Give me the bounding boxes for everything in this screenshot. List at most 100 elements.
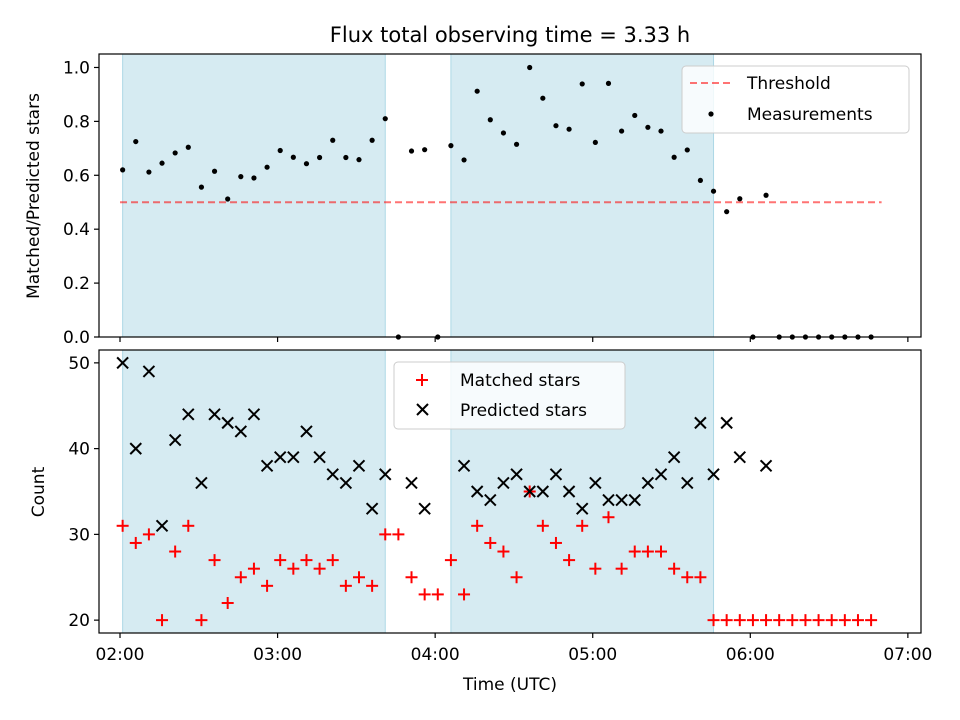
predicted-point [313,450,326,464]
measurement-point [251,175,257,181]
y-tick-label: 50 [68,354,90,374]
measurement-point [172,150,178,156]
measurement-point [422,147,428,153]
matched-point [536,519,549,532]
measurement-point [448,143,454,149]
measurement-point [619,128,625,134]
bottom-matched-points [116,485,878,627]
predicted-point [234,425,248,438]
measurement-point [540,95,546,101]
measurement-point [632,112,638,119]
predicted-point [182,408,195,421]
measurement-point [133,138,139,145]
measurement-point [146,169,152,175]
x-tick-label: 05:00 [568,645,617,665]
top-panel: Flux total observing time = 3.33 h 0.0 0.… [24,23,922,348]
matched-point [156,614,169,627]
predicted-point [667,450,681,464]
measurement-point [763,192,769,198]
predicted-point [733,450,746,464]
predicted-point [195,476,208,490]
matched-point [760,614,773,627]
measurement-point [277,147,283,154]
x-tick-label: 07:00 [883,645,932,665]
measurement-point [605,80,612,86]
measurement-point [369,137,375,143]
measurement-point [579,81,585,87]
matched-point [720,614,733,627]
predicted-point [457,459,471,472]
predicted-point [654,468,668,481]
matched-point [812,614,825,627]
predicted-point [405,476,418,490]
matched-point [142,528,155,541]
legend-measurements-swatch [708,111,714,117]
predicted-point [247,408,261,421]
measurement-point [120,167,126,173]
predicted-point [589,476,602,490]
matched-point [563,554,576,567]
matched-point [641,545,654,558]
measurement-point [343,154,349,161]
matched-point [379,528,392,541]
predicted-point [208,408,221,421]
top-shading [122,53,715,338]
predicted-point [549,468,563,481]
predicted-point [379,468,392,481]
predicted-point [365,502,379,515]
measurement-point [356,157,362,163]
matched-point [576,519,589,532]
measurement-point [159,160,165,166]
matched-point [287,562,300,575]
matched-point [589,562,602,575]
measurement-point [474,88,480,94]
bottom-y-axis-label: Count [29,466,49,517]
y-tick-label: 0.8 [63,112,90,132]
matched-point [694,571,707,584]
predicted-point [260,459,274,472]
x-tick-label: 02:00 [96,645,145,665]
matched-point [799,614,812,627]
measurement-point [198,184,205,190]
matched-point [247,562,260,575]
matched-point [825,614,838,627]
measurement-point [225,196,231,202]
matched-point [707,614,720,627]
measurement-point [645,124,651,130]
legend-matched-swatch [416,374,428,386]
matched-point [484,536,497,549]
predicted-point [694,416,707,430]
matched-point [733,614,746,627]
top-legend-box [681,65,910,134]
y-tick-label: 0.0 [63,328,90,348]
measurement-point [527,64,533,71]
measurement-point [408,148,415,154]
y-tick-label: 40 [68,440,90,460]
predicted-point [300,425,313,438]
chart-title: Flux total observing time = 3.33 h [330,23,690,47]
matched-point [234,571,247,584]
measurement-point [500,130,507,136]
predicted-point [497,476,510,490]
top-axes-frame [98,53,922,338]
matched-point [865,614,878,627]
predicted-point [681,476,694,490]
matched-point [773,614,786,627]
predicted-point [628,493,641,507]
predicted-point [615,493,628,507]
matched-point [838,614,851,627]
matched-point [261,579,274,592]
matched-point [668,562,681,575]
measurement-point [684,147,690,153]
predicted-point [510,468,523,481]
predicted-point [602,493,615,507]
legend-predicted-label: Predicted stars [460,401,587,421]
top-x-ticks [119,337,909,342]
predicted-point [470,485,484,498]
measurement-point [553,123,559,129]
predicted-point [352,459,366,472]
matched-point [549,536,562,549]
measurement-point [290,154,296,160]
predicted-point [142,365,156,378]
matched-point [169,545,182,558]
